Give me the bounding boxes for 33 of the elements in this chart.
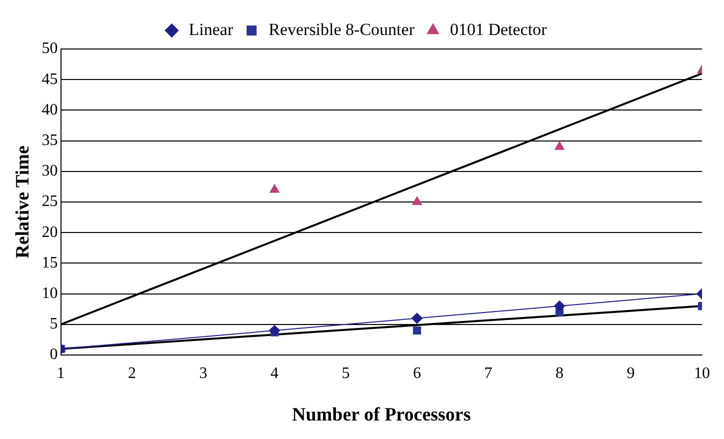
y-tick-label: 10 [42, 285, 58, 302]
y-tick-label: 35 [42, 132, 58, 150]
legend-label: 0101 Detector [450, 20, 548, 39]
x-tick-label: 4 [270, 364, 279, 382]
x-tick-label: 7 [484, 364, 492, 382]
point [412, 312, 423, 324]
x-tick-label: 3 [199, 364, 208, 382]
y-tick-label: 45 [42, 70, 58, 88]
x-tick-label: 1 [56, 364, 65, 382]
point [412, 326, 422, 335]
y-tick-label: 20 [42, 224, 58, 241]
point [270, 184, 280, 193]
x-axis-title: Number of Processors [292, 404, 471, 426]
y-tick-label: 25 [42, 193, 58, 210]
point [412, 196, 422, 205]
y-tick-label: 40 [42, 101, 58, 118]
legend-label: Reversible 8-Counter [268, 20, 415, 39]
y-tick-label: 30 [42, 162, 58, 180]
point [269, 325, 280, 336]
point [554, 300, 566, 312]
x-tick-label: 5 [342, 364, 350, 382]
x-tick-label: 6 [413, 364, 422, 382]
legend-label: Linear [188, 20, 234, 39]
y-tick-label: 5 [50, 316, 58, 333]
y-tick-label: 0 [50, 346, 58, 364]
x-tick-label: 9 [626, 364, 635, 382]
x-tick-label: 8 [556, 364, 564, 382]
x-tick-label: 10 [694, 364, 710, 382]
point [554, 141, 564, 150]
y-tick-label: 50 [42, 40, 58, 58]
x-tick-label: 2 [128, 364, 136, 382]
y-tick-label: 15 [42, 254, 58, 272]
y-axis-title: Relative Time [12, 146, 34, 258]
